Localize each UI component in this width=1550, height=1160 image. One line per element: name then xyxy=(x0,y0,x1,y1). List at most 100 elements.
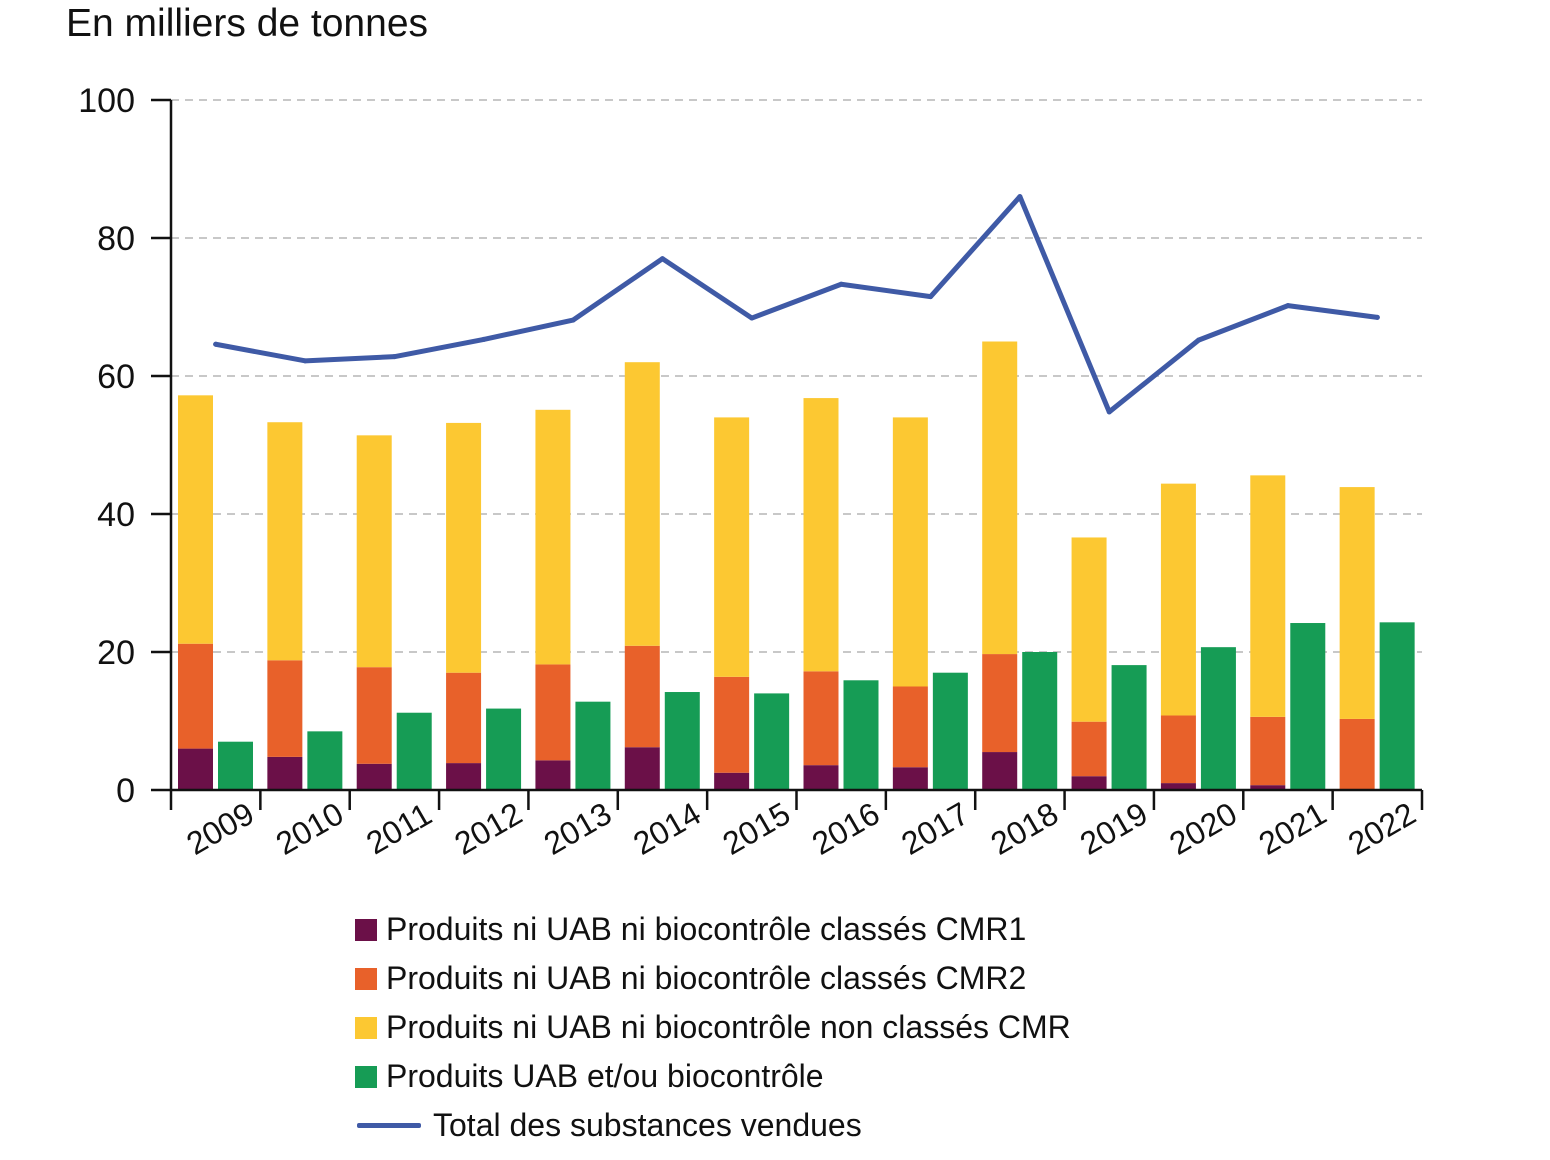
bar-2018-series-1 xyxy=(982,654,1018,753)
bar-2014-series-3 xyxy=(664,692,700,790)
bar-2017-series-2 xyxy=(892,417,928,687)
bar-2011-series-1 xyxy=(356,667,392,764)
total-point-2013 xyxy=(570,317,576,323)
legend-swatch-cmr1 xyxy=(355,918,377,941)
bar-2020-series-3 xyxy=(1200,647,1236,790)
total-point-2015 xyxy=(749,315,755,321)
total-point-2017 xyxy=(928,294,934,300)
bar-2015-series-2 xyxy=(714,417,750,677)
x-tick-label-2012: 2012 xyxy=(448,795,528,862)
x-tick-label-2020: 2020 xyxy=(1163,795,1243,862)
bar-2015-series-0 xyxy=(714,772,750,790)
bar-2016-series-1 xyxy=(803,671,839,766)
x-axis-ticks: 2009 2010 2011 2012 2013 2014 2015 2016 2017 2018… xyxy=(169,790,1424,862)
bar-2010-series-0 xyxy=(267,756,303,790)
total-point-2016 xyxy=(838,281,844,287)
bar-2021-series-3 xyxy=(1290,623,1326,790)
legend-swatch-total xyxy=(357,1123,421,1128)
bar-2017-series-1 xyxy=(892,686,928,768)
y-tick-label-0: 0 xyxy=(116,772,135,810)
bar-2014-series-2 xyxy=(624,362,660,646)
bar-2013-series-2 xyxy=(535,409,571,665)
bar-2019-series-3 xyxy=(1111,665,1147,790)
bar-2022-series-1 xyxy=(1339,718,1375,790)
legend-label-uab: Produits UAB et/ou biocontrôle xyxy=(386,1058,824,1094)
total-point-2014 xyxy=(659,256,665,262)
total-point-2019 xyxy=(1106,409,1112,415)
total-point-2012 xyxy=(481,336,487,342)
x-tick-label-2015: 2015 xyxy=(716,795,796,862)
x-tick-label-2022: 2022 xyxy=(1342,795,1422,862)
bar-2015-series-3 xyxy=(754,693,790,790)
bar-2018-series-3 xyxy=(1022,652,1058,790)
bar-2010-series-2 xyxy=(267,422,303,661)
y-tick-label-20: 20 xyxy=(97,634,135,672)
total-point-2009 xyxy=(213,341,219,347)
y-tick-label-80: 80 xyxy=(97,220,135,258)
bar-2011-series-0 xyxy=(356,763,392,790)
x-tick-label-2019: 2019 xyxy=(1074,795,1154,862)
bar-2009-series-0 xyxy=(178,748,213,790)
y-tick-label-60: 60 xyxy=(97,358,135,396)
bar-2022-series-3 xyxy=(1379,622,1415,790)
bar-2014-series-0 xyxy=(624,747,660,790)
total-point-2020 xyxy=(1196,337,1202,343)
x-tick-label-2013: 2013 xyxy=(538,795,618,862)
x-tick-label-2016: 2016 xyxy=(806,795,886,862)
x-tick-label-2021: 2021 xyxy=(1253,795,1333,862)
bar-2013-series-0 xyxy=(535,760,571,790)
bar-2019-series-0 xyxy=(1071,776,1107,790)
bar-2020-series-2 xyxy=(1160,483,1196,716)
legend-label-total: Total des substances vendues xyxy=(433,1107,862,1143)
bar-2019-series-1 xyxy=(1071,721,1107,777)
bar-2021-series-2 xyxy=(1250,475,1286,717)
bar-2012-series-0 xyxy=(446,763,482,790)
x-tick-label-2009: 2009 xyxy=(180,795,260,862)
x-tick-label-2018: 2018 xyxy=(985,795,1065,862)
bar-2010-series-3 xyxy=(307,731,343,790)
legend-item-uab: Produits UAB et/ou biocontrôle xyxy=(355,1052,1071,1101)
total-point-2010 xyxy=(302,358,308,364)
bar-2019-series-2 xyxy=(1071,537,1107,722)
bar-2016-series-0 xyxy=(803,765,839,790)
bar-2012-series-2 xyxy=(446,422,482,673)
bar-2016-series-2 xyxy=(803,398,839,672)
legend: Produits ni UAB ni biocontrôle classés C… xyxy=(355,905,1071,1150)
bar-2016-series-3 xyxy=(843,680,879,790)
bar-2021-series-0 xyxy=(1250,785,1286,790)
y-tick-label-40: 40 xyxy=(97,496,135,534)
y-axis-label: En milliers de tonnes xyxy=(66,2,428,45)
legend-item-total: Total des substances vendues xyxy=(355,1101,1071,1150)
x-tick-label-2011: 2011 xyxy=(360,796,438,862)
x-tick-label-2014: 2014 xyxy=(627,795,707,862)
total-point-2018 xyxy=(1017,194,1023,200)
legend-swatch-non-cmr xyxy=(355,1016,377,1039)
bar-2014-series-1 xyxy=(624,645,660,748)
legend-item-non-cmr: Produits ni UAB ni biocontrôle non class… xyxy=(355,1003,1071,1052)
bar-2009-series-3 xyxy=(218,741,253,790)
legend-swatch-cmr2 xyxy=(355,967,377,990)
total-point-2011 xyxy=(391,354,397,360)
x-tick-label-2017: 2017 xyxy=(895,795,975,862)
bar-2015-series-1 xyxy=(714,676,750,773)
bar-2017-series-3 xyxy=(932,672,968,790)
total-point-2021 xyxy=(1285,303,1291,309)
legend-item-cmr1: Produits ni UAB ni biocontrôle classés C… xyxy=(355,905,1071,954)
bars xyxy=(178,341,1415,790)
bar-2022-series-2 xyxy=(1339,487,1375,719)
y-tick-label-100: 100 xyxy=(78,82,135,120)
legend-item-cmr2: Produits ni UAB ni biocontrôle classés C… xyxy=(355,954,1071,1003)
total-point-2022 xyxy=(1374,314,1380,320)
bar-2012-series-1 xyxy=(446,672,482,764)
bar-2018-series-0 xyxy=(982,752,1018,790)
bar-2017-series-0 xyxy=(892,767,928,790)
bar-2009-series-1 xyxy=(178,643,213,749)
bar-2018-series-2 xyxy=(982,341,1018,655)
total-line xyxy=(213,194,1380,415)
bar-2010-series-1 xyxy=(267,660,303,757)
x-tick-label-2010: 2010 xyxy=(270,795,350,862)
legend-label-cmr2: Produits ni UAB ni biocontrôle classés C… xyxy=(386,960,1027,996)
y-axis-ticks: 0 20 40 60 80 100 xyxy=(78,82,171,810)
bar-2020-series-0 xyxy=(1160,783,1196,790)
total-line-group xyxy=(213,194,1380,415)
